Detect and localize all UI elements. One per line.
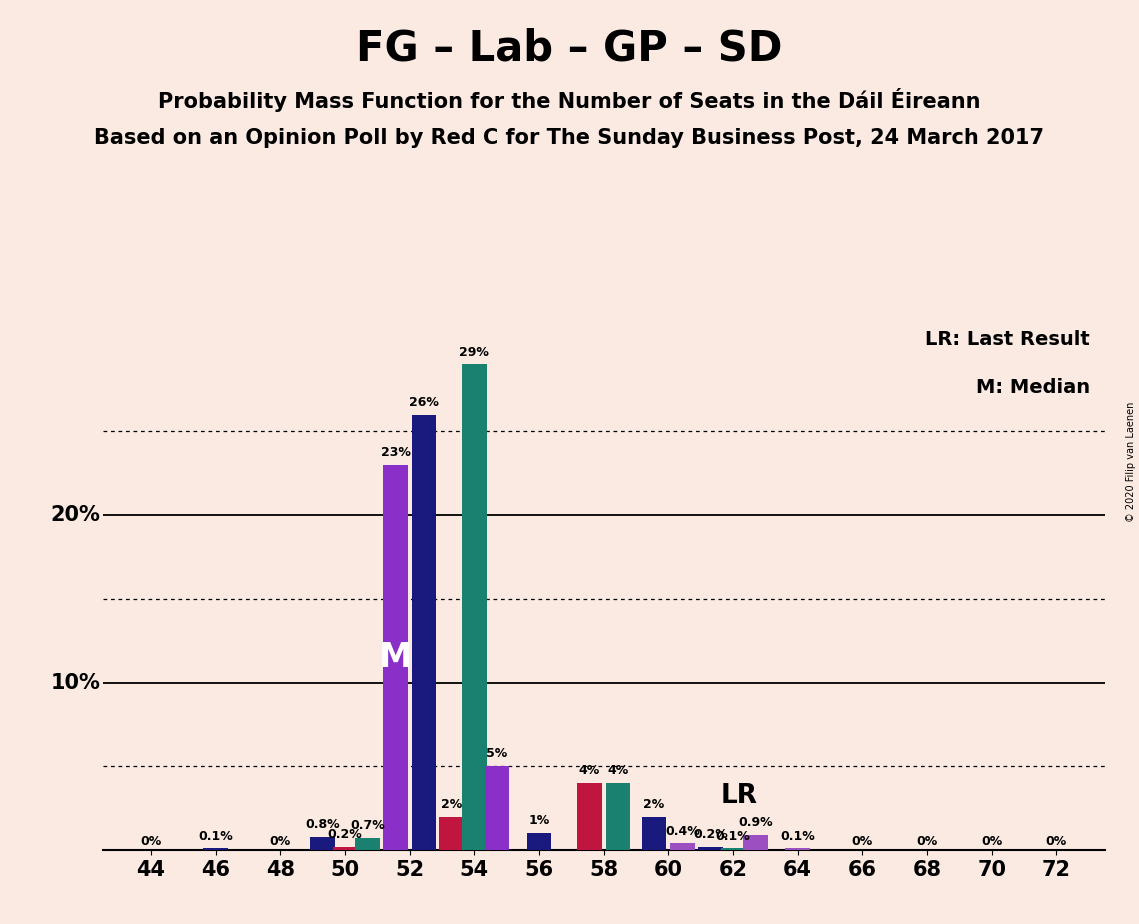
Text: 0%: 0% [270,834,290,847]
Text: 0%: 0% [917,834,937,847]
Bar [310,837,335,850]
Text: 2%: 2% [644,797,665,810]
Text: M: M [379,641,412,674]
Text: 0%: 0% [1046,834,1067,847]
Text: FG – Lab – GP – SD: FG – Lab – GP – SD [357,28,782,69]
Bar [355,838,380,850]
Bar [462,364,486,850]
Text: 0.1%: 0.1% [715,830,751,843]
Text: 20%: 20% [51,505,100,525]
Bar [698,846,722,850]
Bar [411,415,436,850]
Text: 0.8%: 0.8% [305,818,339,831]
Text: 0%: 0% [852,834,872,847]
Text: Based on an Opinion Poll by Red C for The Sunday Business Post, 24 March 2017: Based on an Opinion Poll by Red C for Th… [95,128,1044,148]
Text: 2%: 2% [441,797,462,810]
Bar [606,784,630,850]
Bar [670,844,695,850]
Text: M: Median: M: Median [976,379,1090,397]
Text: 1%: 1% [528,814,550,828]
Bar [526,833,551,850]
Bar [440,817,464,850]
Bar [383,465,408,850]
Text: © 2020 Filip van Laenen: © 2020 Filip van Laenen [1126,402,1136,522]
Text: 0.4%: 0.4% [665,824,700,837]
Text: Probability Mass Function for the Number of Seats in the Dáil Éireann: Probability Mass Function for the Number… [158,88,981,112]
Text: 10%: 10% [51,673,100,693]
Bar [744,835,768,850]
Text: 0%: 0% [140,834,162,847]
Text: 0.7%: 0.7% [351,820,385,833]
Text: 29%: 29% [459,346,490,359]
Text: 0.9%: 0.9% [738,816,773,829]
Text: 0.2%: 0.2% [328,828,362,841]
Text: 0.2%: 0.2% [693,828,728,841]
Bar [577,784,601,850]
Bar [641,817,666,850]
Text: 0.1%: 0.1% [198,830,233,843]
Bar [485,766,509,850]
Text: 5%: 5% [486,748,508,760]
Text: LR: Last Result: LR: Last Result [925,330,1090,349]
Bar [721,848,745,850]
Text: 4%: 4% [607,764,629,777]
Text: 23%: 23% [380,446,410,459]
Text: LR: LR [721,784,757,809]
Text: 0%: 0% [981,834,1002,847]
Text: 4%: 4% [579,764,600,777]
Text: 0.1%: 0.1% [780,830,816,843]
Bar [333,846,358,850]
Bar [786,848,810,850]
Bar [204,848,228,850]
Text: 26%: 26% [409,395,439,408]
